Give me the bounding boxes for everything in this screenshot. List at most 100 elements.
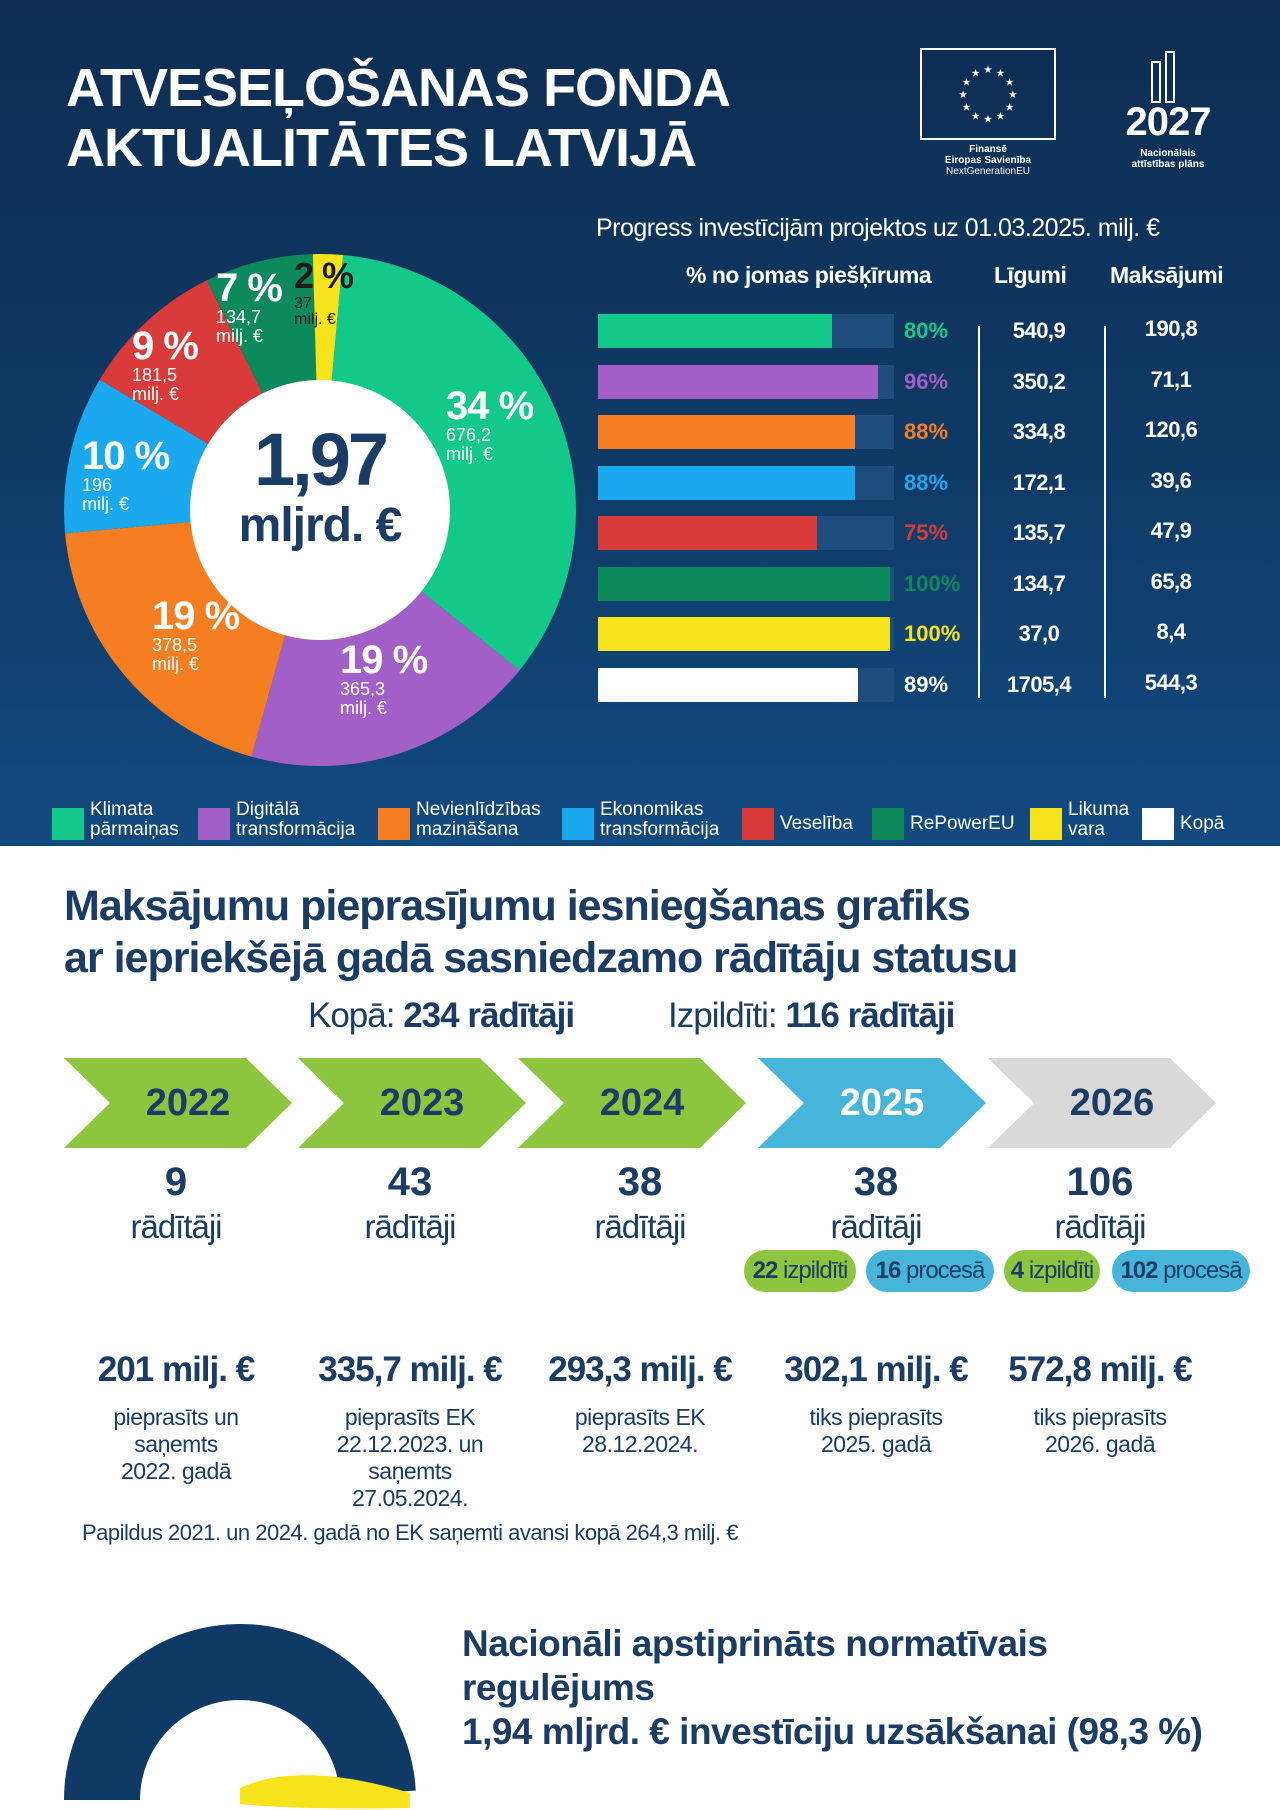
progress-bar-fill [598,415,855,449]
eu-star-icon: ★ [1005,101,1014,113]
year-label: 2023 [379,1082,465,1124]
status-pill: 102 procesā [1112,1250,1250,1292]
progress-pct-label: 89% [904,671,949,697]
progress-pct-label: 100% [904,570,961,596]
year-label: 2022 [145,1082,231,1124]
nap-logo-year: 2027 [1125,100,1212,144]
donut-center [190,380,450,640]
legend-swatch [562,808,594,840]
slice-label-klimata: 34 % 676,2 milj. € [446,384,534,464]
eu-star-icon: ★ [1005,76,1014,88]
progress-title: Progress investīcijām projektos uz 01.03… [596,214,1160,242]
eu-star-icon: ★ [971,67,980,79]
year-chevron [518,1058,746,1148]
eu-star-icon: ★ [971,110,980,122]
status-pill: 22 izpildīti [744,1250,856,1292]
payments-value: 190,8 [1144,316,1198,341]
indicator-count: 38 [617,1160,663,1204]
payments-value: 39,6 [1150,467,1192,493]
progress-bar-fill [598,617,890,651]
progress-pct-label: 88% [904,419,949,444]
payments-value: 8,4 [1156,619,1186,644]
eu-star-icon: ★ [958,89,967,101]
divider-line [978,326,980,698]
eu-star-icon: ★ [996,67,1005,79]
payment-amount: 201 milj. € [97,1350,255,1389]
legend-label: Veselība [780,813,853,834]
payment-description: pieprasīts EK 28.12.2024. [574,1404,706,1457]
payment-description: pieprasīts un saņemts 2022. gadā [113,1404,239,1484]
progress-pct-label: 80% [904,318,949,343]
schedule-total: Kopā: 234 rādītāji [308,996,575,1035]
legend-swatch [872,808,904,840]
progress-bar-fill [598,314,832,348]
indicator-count: 43 [387,1160,433,1204]
schedule-title: Maksājumu pieprasījumu iesniegšanas graf… [64,882,1018,982]
gauge-needle [240,1775,410,1809]
payments-value: 120,6 [1144,417,1198,442]
contracts-value: 350,2 [1012,368,1066,394]
eu-star-icon: ★ [962,101,971,113]
contracts-value: 134,7 [1012,570,1066,596]
payments-value: 47,9 [1150,518,1192,543]
legend-label: Ekonomikas transformācija [600,799,720,840]
indicator-unit: rādītāji [1054,1208,1146,1245]
eu-star-icon: ★ [1008,89,1017,101]
progress-bar-fill [598,667,858,702]
payment-description: tiks pieprasīts 2025. gadā [809,1404,943,1457]
col-head-pct: % no jomas piešķīruma [686,262,932,288]
col-head-payments: Maksājumi [1110,262,1224,288]
allocation-donut-chart [64,254,576,766]
contracts-value: 540,9 [1012,318,1066,343]
nap-logo-text: Nacionālais attīstības plāns [1131,148,1205,170]
progress-pct-label: 96% [904,368,949,394]
slice-label-repowereu: 7 % 134,7 milj. € [216,266,283,346]
year-chevron [988,1058,1216,1148]
contracts-value: 334,8 [1012,419,1066,444]
top-section: ATVESEĻOŠANAS FONDA AKTUALITĀTES LATVIJĀ… [0,0,1280,846]
legend-swatch [52,808,84,840]
progress-bar-track [598,314,894,348]
indicator-unit: rādītāji [830,1208,922,1245]
nap-logo-icon [1151,51,1175,103]
indicator-unit: rādītāji [594,1208,686,1245]
regulation-gauge [64,1623,416,1809]
divider-line [1104,326,1106,698]
payment-description: pieprasīts EK 22.12.2023. un saņemts 27.05.… [336,1404,484,1511]
eu-star-icon: ★ [983,114,992,126]
status-pill: 16 procesā [866,1250,994,1292]
contracts-value: 1705,4 [1006,671,1072,697]
progress-bar-fill [598,364,879,399]
contracts-value: 172,1 [1012,469,1066,495]
schedule-done: Izpildīti: 116 rādītāji [668,996,955,1035]
progress-pct-label: 75% [904,520,949,545]
indicator-count: 9 [164,1160,188,1204]
progress-pct-label: 88% [904,469,949,495]
legend-label: Kopā [1180,813,1225,834]
year-chevron [758,1058,986,1148]
year-chevron [298,1058,526,1148]
progress-bar-fill [598,566,890,601]
slice-label-nevienlidzibas: 19 % 378,5 milj. € [152,594,240,674]
year-label: 2025 [839,1082,925,1124]
indicator-unit: rādītāji [364,1208,456,1245]
eu-star-icon: ★ [962,76,971,88]
slice-label-likuma-vara: 2 % 37 milj. € [294,255,354,328]
slice-label-digitala: 19 % 365,3 milj. € [340,638,428,718]
status-pill: 4 izpildīti [1004,1250,1100,1292]
regulation-text: Nacionāli apstiprināts normatīvais regul… [462,1623,1203,1752]
col-head-contracts: Līgumi [994,262,1067,288]
progress-bar-track [598,465,894,500]
progress-bar-track [598,566,894,601]
legend-swatch [742,808,774,840]
donut-center-unit: mljrd. € [238,499,403,552]
contracts-value: 135,7 [1012,520,1066,545]
payments-value: 544,3 [1144,669,1198,695]
donut-slice [320,255,576,671]
contracts-value: 37,0 [1018,621,1060,646]
slice-label-veseliba: 9 % 181,5 milj. € [132,324,199,404]
year-chevron [64,1058,292,1148]
legend-label: Digitālā transformācija [236,799,356,840]
indicator-count: 106 [1066,1160,1134,1204]
